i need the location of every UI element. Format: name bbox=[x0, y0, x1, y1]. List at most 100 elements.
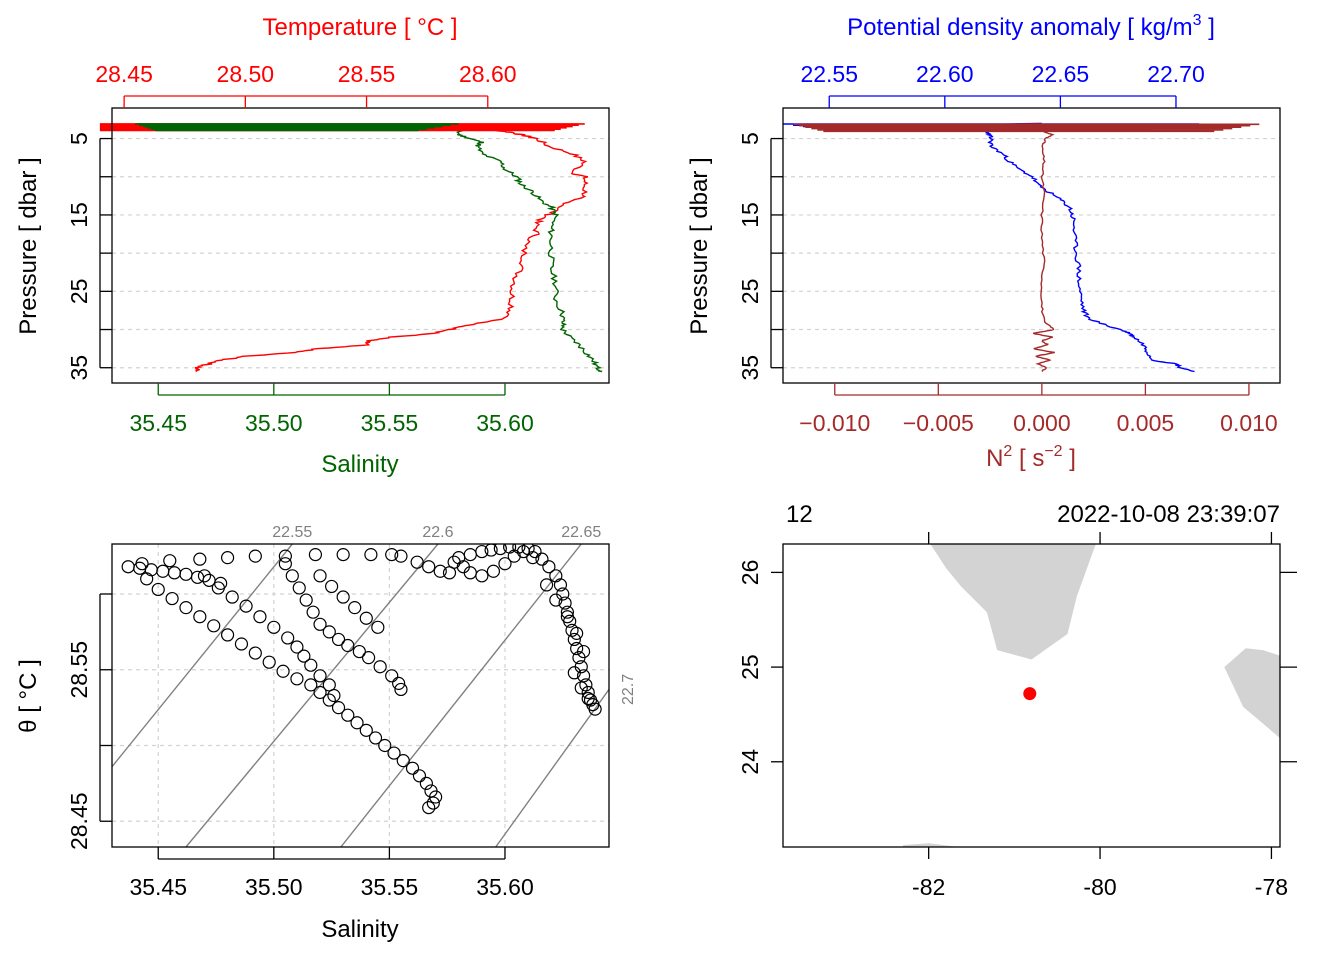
ts-point bbox=[463, 548, 477, 562]
lat-tick-label: 26 bbox=[737, 560, 763, 586]
temperature-axis-title: Temperature [ °C ] bbox=[263, 14, 458, 41]
n2-tick-label: −0.010 bbox=[799, 410, 870, 436]
ts-point bbox=[179, 567, 193, 581]
density-profile-frame bbox=[782, 107, 1281, 384]
ts-point bbox=[396, 754, 410, 768]
ts-point bbox=[567, 666, 581, 680]
ts-point bbox=[290, 672, 304, 686]
ts-point bbox=[359, 723, 373, 737]
density-line bbox=[896, 124, 1195, 373]
ts-point bbox=[167, 566, 182, 580]
ts-point bbox=[121, 560, 135, 574]
ts-point bbox=[193, 610, 207, 624]
pressure-axis-title: Pressure [ dbar ] bbox=[15, 157, 42, 334]
datetime-label: 2022-10-08 23:39:07 bbox=[1057, 501, 1280, 528]
ts-point bbox=[361, 651, 376, 665]
ts-x-tick-label: 35.60 bbox=[476, 874, 534, 900]
lon-tick-label: -78 bbox=[1255, 874, 1288, 900]
ts-point bbox=[325, 579, 339, 594]
ts-point bbox=[207, 619, 221, 633]
ts-point bbox=[313, 669, 327, 683]
lat-tick-label: 24 bbox=[737, 749, 763, 775]
ts-diagram-points bbox=[121, 544, 602, 815]
ts-point bbox=[456, 560, 470, 574]
ts-point bbox=[151, 582, 165, 597]
n2-title-unit: [ s bbox=[1012, 445, 1044, 472]
temperature-tick-label: 28.50 bbox=[217, 61, 275, 87]
ts-point bbox=[542, 560, 556, 574]
ts-diagram-grid bbox=[112, 544, 609, 847]
salinity-tick-label: 35.60 bbox=[476, 410, 534, 436]
ts-point bbox=[327, 688, 341, 703]
ts-point bbox=[348, 601, 362, 615]
ts-point bbox=[313, 569, 327, 583]
ts-point bbox=[336, 548, 350, 562]
ts-point bbox=[576, 644, 591, 659]
pressure-tick-label: 15 bbox=[66, 202, 92, 228]
ts-diagram-frame bbox=[111, 543, 610, 848]
map-frame bbox=[782, 543, 1281, 848]
ts-point bbox=[405, 761, 420, 775]
ts-point bbox=[560, 605, 574, 619]
ts-point bbox=[248, 549, 262, 563]
ts-point bbox=[352, 644, 366, 659]
ts-point bbox=[373, 660, 387, 674]
ts-point bbox=[341, 638, 355, 653]
ts-point bbox=[285, 569, 299, 583]
n2-tick-label: 0.010 bbox=[1220, 410, 1278, 436]
n2-tick-label: 0.000 bbox=[1013, 410, 1071, 436]
station-marker bbox=[1023, 687, 1037, 701]
ts-point bbox=[292, 581, 306, 595]
ts-point bbox=[331, 701, 346, 715]
ts-point bbox=[493, 544, 507, 556]
ts-point bbox=[574, 681, 588, 695]
ts-point bbox=[308, 548, 323, 562]
pressure-tick-label: 35 bbox=[737, 355, 763, 381]
ts-point bbox=[570, 626, 584, 640]
ts-point bbox=[516, 544, 531, 559]
ts-point bbox=[281, 631, 295, 645]
n2-tick-label: −0.005 bbox=[903, 410, 974, 436]
ts-point bbox=[419, 776, 433, 790]
ts-point bbox=[475, 544, 489, 559]
temperature-tick-label: 28.55 bbox=[338, 61, 396, 87]
ts-diagram-axes: 35.45 35.50 35.55 35.60 28.45 28.55 bbox=[66, 593, 534, 900]
pressure-tick-label: 25 bbox=[66, 279, 92, 305]
ts-point bbox=[297, 649, 311, 663]
ts-point bbox=[331, 632, 346, 647]
ts-point bbox=[290, 640, 304, 654]
ts-x-tick-label: 35.50 bbox=[245, 874, 303, 900]
ts-point bbox=[539, 578, 554, 592]
map-station bbox=[1023, 687, 1037, 701]
ts-diagram-panel: 22.55 22.6 22.65 22.7 35.45 35.50 35.55 35.60 2… bbox=[15, 524, 637, 943]
ts-point bbox=[179, 601, 193, 615]
ts-profile-panel: 28.45 28.50 28.55 28.60 35.45 35.50 35.55 35.60… bbox=[15, 14, 610, 478]
ts-point bbox=[426, 796, 440, 810]
ts-point bbox=[581, 691, 595, 706]
ts-point bbox=[193, 552, 207, 566]
ts-point bbox=[140, 572, 154, 586]
ts-point bbox=[385, 669, 399, 683]
station-map-panel: -82 -80 -78 24 25 26 12 2022-10-08 23:39:07 bbox=[737, 501, 1297, 900]
ts-point bbox=[239, 599, 253, 613]
map-axes: -82 -80 -78 24 25 26 bbox=[737, 532, 1297, 900]
ts-point bbox=[558, 596, 572, 610]
ts-point bbox=[197, 569, 212, 583]
ts-point bbox=[262, 655, 276, 669]
temperature-line bbox=[194, 124, 589, 373]
ts-profile-data bbox=[99, 123, 603, 373]
ts-point bbox=[560, 610, 574, 624]
isopycnal-lines bbox=[112, 544, 609, 847]
ts-point bbox=[371, 620, 385, 634]
lat-tick-label: 25 bbox=[737, 654, 763, 680]
isopycnal-label: 22.55 bbox=[272, 524, 312, 541]
station-label: 12 bbox=[786, 501, 813, 528]
ts-point bbox=[322, 625, 336, 639]
ts-salinity-axis-title: Salinity bbox=[321, 916, 398, 943]
isopycnal-labels: 22.55 22.6 22.65 22.7 bbox=[272, 524, 637, 705]
isopycnal-line bbox=[185, 544, 439, 847]
isopycnal-label: 22.7 bbox=[620, 674, 637, 705]
ts-point bbox=[341, 708, 355, 722]
ts-point bbox=[475, 569, 489, 583]
